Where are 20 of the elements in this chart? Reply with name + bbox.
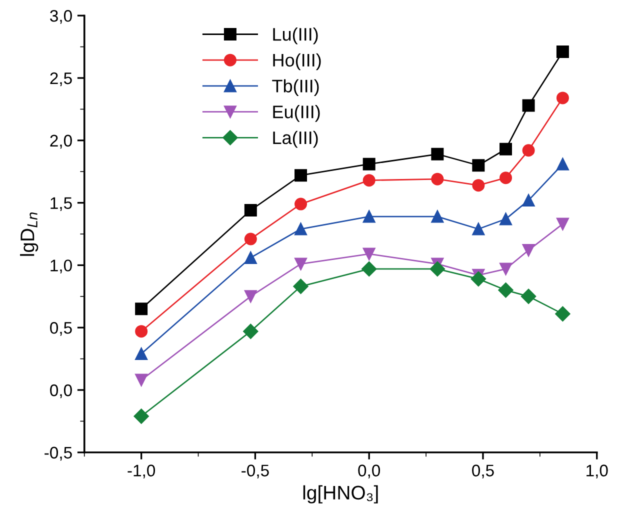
legend-label: La(III)	[273, 130, 318, 148]
y-tick-label: -0,5	[44, 446, 72, 461]
legend-label: Ho(III)	[273, 53, 321, 70]
x-tick-label: 0,5	[472, 464, 494, 478]
legend-label: Lu(III)	[273, 27, 318, 44]
x-tick-label: -0,5	[242, 464, 269, 478]
legend-label: Tb(III)	[272, 79, 319, 96]
y-axis-title: lgD$_{Ln}$	[20, 212, 38, 256]
y-tick-label: 2,5	[50, 72, 72, 86]
y-tick-label: 0,0	[50, 384, 72, 398]
y-tick-label: 3,0	[50, 10, 72, 24]
x-tick-label: 0,0	[358, 464, 380, 478]
y-tick-label: 1,5	[50, 197, 72, 211]
y-tick-label: 2,0	[50, 134, 72, 149]
x-tick-label: 1,0	[586, 464, 608, 478]
x-tick-label: -1,0	[128, 464, 156, 478]
x-axis-title: lg[HNO₃]	[303, 485, 378, 504]
legend-label: Eu(III)	[273, 105, 320, 122]
y-tick-label: 0,5	[50, 322, 72, 336]
y-tick-label: 1,0	[50, 260, 72, 274]
